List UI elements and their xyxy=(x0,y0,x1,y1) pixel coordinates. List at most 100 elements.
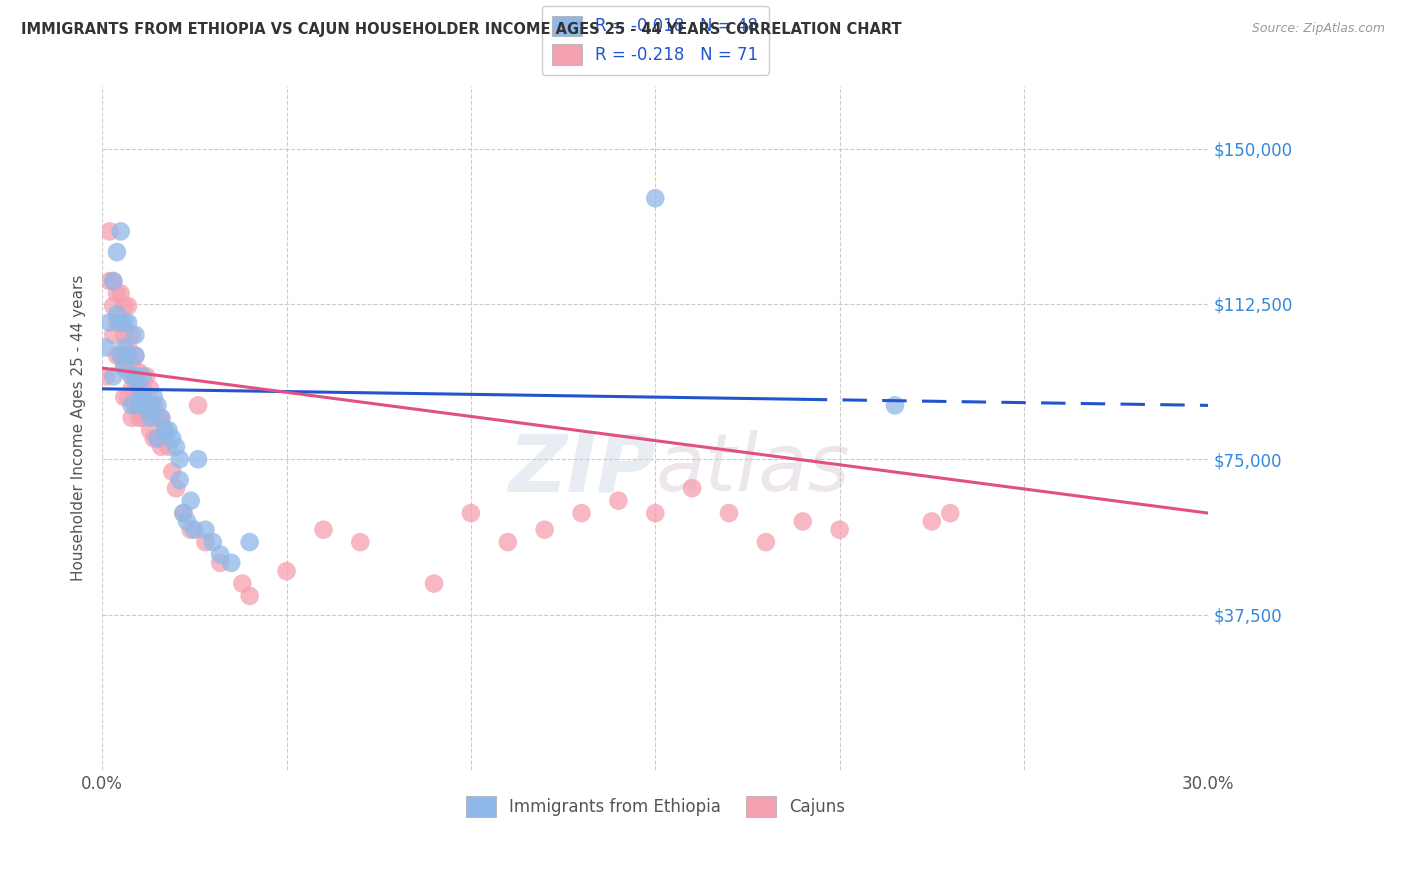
Point xyxy=(146,398,169,412)
Point xyxy=(496,535,519,549)
Point xyxy=(110,316,132,330)
Point xyxy=(112,361,135,376)
Point xyxy=(112,316,135,330)
Point xyxy=(146,410,169,425)
Point xyxy=(276,564,298,578)
Point xyxy=(117,340,139,354)
Point xyxy=(681,481,703,495)
Point xyxy=(121,369,143,384)
Point xyxy=(105,307,128,321)
Point xyxy=(105,245,128,260)
Point xyxy=(139,423,162,437)
Point xyxy=(117,390,139,404)
Point xyxy=(121,410,143,425)
Point xyxy=(187,452,209,467)
Point xyxy=(828,523,851,537)
Point xyxy=(239,589,262,603)
Point xyxy=(939,506,962,520)
Point xyxy=(105,286,128,301)
Point xyxy=(135,398,157,412)
Point xyxy=(117,349,139,363)
Point xyxy=(533,523,555,537)
Point xyxy=(94,369,117,384)
Point xyxy=(150,440,173,454)
Point xyxy=(755,535,778,549)
Point xyxy=(110,286,132,301)
Point xyxy=(112,390,135,404)
Point xyxy=(124,369,146,384)
Point xyxy=(128,398,150,412)
Point xyxy=(169,473,191,487)
Point xyxy=(128,410,150,425)
Point xyxy=(157,440,180,454)
Point xyxy=(121,398,143,412)
Point xyxy=(121,328,143,343)
Text: IMMIGRANTS FROM ETHIOPIA VS CAJUN HOUSEHOLDER INCOME AGES 25 - 44 YEARS CORRELAT: IMMIGRANTS FROM ETHIOPIA VS CAJUN HOUSEH… xyxy=(21,22,901,37)
Point xyxy=(209,556,232,570)
Point xyxy=(150,410,173,425)
Point xyxy=(162,465,184,479)
Point xyxy=(105,316,128,330)
Point xyxy=(146,432,169,446)
Point xyxy=(103,369,125,384)
Point xyxy=(139,402,162,417)
Point xyxy=(150,410,173,425)
Point xyxy=(194,535,217,549)
Point xyxy=(153,423,176,437)
Point xyxy=(121,382,143,396)
Point xyxy=(117,299,139,313)
Point xyxy=(157,423,180,437)
Legend: Immigrants from Ethiopia, Cajuns: Immigrants from Ethiopia, Cajuns xyxy=(458,789,852,823)
Point xyxy=(142,432,165,446)
Point xyxy=(124,374,146,388)
Point xyxy=(112,328,135,343)
Point xyxy=(128,382,150,396)
Point xyxy=(792,515,814,529)
Point xyxy=(460,506,482,520)
Point xyxy=(124,328,146,343)
Point xyxy=(718,506,741,520)
Point xyxy=(165,440,187,454)
Point xyxy=(153,423,176,437)
Point xyxy=(98,316,121,330)
Point xyxy=(94,340,117,354)
Point xyxy=(112,357,135,371)
Point xyxy=(180,523,202,537)
Point xyxy=(110,224,132,238)
Point xyxy=(103,274,125,288)
Point xyxy=(98,274,121,288)
Point xyxy=(132,390,155,404)
Point xyxy=(132,382,155,396)
Text: ZIP: ZIP xyxy=(508,430,655,508)
Point xyxy=(921,515,943,529)
Point xyxy=(117,316,139,330)
Point xyxy=(124,349,146,363)
Point xyxy=(103,274,125,288)
Point xyxy=(571,506,593,520)
Point xyxy=(219,556,242,570)
Point xyxy=(194,523,217,537)
Point xyxy=(139,410,162,425)
Point xyxy=(142,390,165,404)
Point xyxy=(105,349,128,363)
Point xyxy=(644,191,666,205)
Point xyxy=(117,365,139,379)
Point xyxy=(644,506,666,520)
Point xyxy=(103,299,125,313)
Point xyxy=(142,398,165,412)
Point xyxy=(423,576,446,591)
Point xyxy=(349,535,371,549)
Point xyxy=(135,398,157,412)
Point xyxy=(884,398,907,412)
Point xyxy=(172,506,194,520)
Point xyxy=(112,340,135,354)
Point xyxy=(607,493,630,508)
Point xyxy=(139,398,162,412)
Point xyxy=(124,398,146,412)
Point xyxy=(98,224,121,238)
Point xyxy=(139,382,162,396)
Point xyxy=(128,390,150,404)
Text: atlas: atlas xyxy=(655,430,851,508)
Point xyxy=(180,493,202,508)
Point xyxy=(132,410,155,425)
